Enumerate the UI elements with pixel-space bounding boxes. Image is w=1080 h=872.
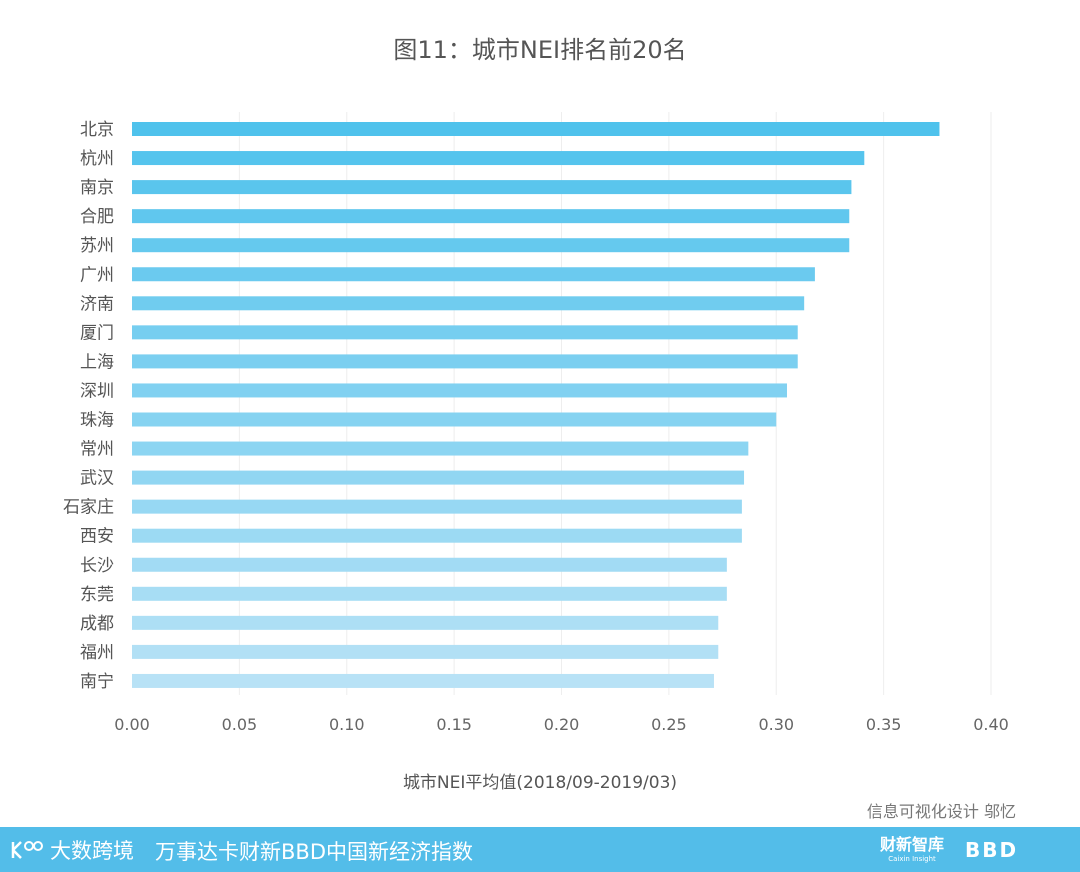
y-category-label: 长沙 <box>80 556 114 576</box>
y-category-label: 合肥 <box>80 207 114 227</box>
x-tick-label: 0.00 <box>114 715 150 734</box>
bar <box>132 528 742 543</box>
y-category-label: 杭州 <box>80 149 114 169</box>
y-category-label: 福州 <box>80 643 114 663</box>
y-category-label: 南京 <box>80 178 114 198</box>
x-tick-label: 0.10 <box>329 715 365 734</box>
y-category-label: 武汉 <box>80 469 114 489</box>
bar <box>132 151 865 166</box>
x-tick-label: 0.35 <box>866 715 902 734</box>
bar <box>132 238 850 253</box>
chart-title: 图11：城市NEI排名前20名 <box>393 36 687 64</box>
bar <box>132 325 798 340</box>
x-axis-label: 城市NEI平均值(2018/09-2019/03) <box>402 773 678 793</box>
bar <box>132 412 777 427</box>
x-tick-label: 0.40 <box>973 715 1009 734</box>
y-category-label: 广州 <box>80 265 114 285</box>
y-category-label: 厦门 <box>80 323 114 343</box>
bar <box>132 586 727 601</box>
y-category-label: 成都 <box>80 614 114 634</box>
bar <box>132 644 719 659</box>
bar-chart: 0.00 0.05 0.10 0.15 0.20 0.25 0.30 0.35 0.40 北京杭州… <box>63 112 1009 734</box>
y-category-label: 苏州 <box>80 236 114 256</box>
y-category-label: 石家庄 <box>63 498 114 518</box>
bar <box>132 499 742 514</box>
x-tick-label: 0.20 <box>544 715 580 734</box>
caixin-logo: 财新智库 Caixin Insight <box>880 835 944 863</box>
footer-brand: 大数跨境 <box>10 835 134 865</box>
bar <box>132 296 805 311</box>
x-tick-label: 0.25 <box>651 715 687 734</box>
x-tick-label: 0.15 <box>436 715 472 734</box>
y-category-label: 北京 <box>80 120 114 140</box>
bar <box>132 209 850 224</box>
bar <box>132 470 745 485</box>
bbd-logo: BBD <box>965 838 1019 862</box>
bar <box>132 267 815 282</box>
footer-index-title: 万事达卡财新BBD中国新经济指数 <box>155 840 473 864</box>
y-category-label: 南宁 <box>80 672 114 692</box>
caixin-logo-text: 财新智库 <box>880 835 945 854</box>
brand-logo-icon <box>11 841 43 859</box>
design-credit: 信息可视化设计 邬忆 <box>866 802 1016 821</box>
x-tick-label: 0.30 <box>758 715 794 734</box>
x-tick-label: 0.05 <box>222 715 258 734</box>
bar <box>132 354 798 369</box>
y-category-label: 上海 <box>80 352 114 372</box>
bar <box>132 615 719 630</box>
y-category-label: 东莞 <box>80 585 114 605</box>
bar <box>132 441 749 456</box>
bar <box>132 383 787 398</box>
bar <box>132 673 714 688</box>
y-category-label: 常州 <box>80 440 114 460</box>
y-category-label: 西安 <box>80 527 114 547</box>
caixin-logo-subtext: Caixin Insight <box>888 855 936 863</box>
y-category-label: 济南 <box>80 294 114 314</box>
y-category-label: 深圳 <box>80 381 114 401</box>
bar <box>132 180 852 195</box>
bar <box>132 557 727 572</box>
y-category-label: 珠海 <box>80 411 114 431</box>
footer-bar: 大数跨境 万事达卡财新BBD中国新经济指数 财新智库 Caixin Insigh… <box>0 827 1080 872</box>
footer-brand-text: 大数跨境 <box>50 839 134 863</box>
bar <box>132 122 940 136</box>
